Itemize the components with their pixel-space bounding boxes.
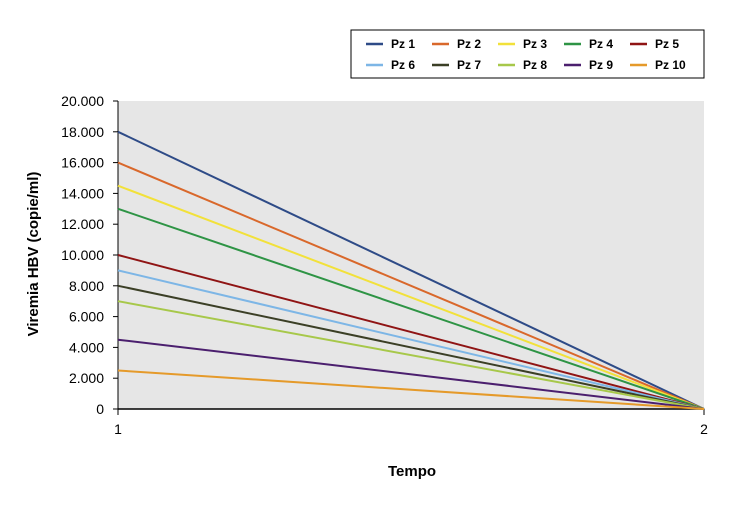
legend-label: Pz 1	[391, 37, 415, 51]
legend-label: Pz 5	[655, 37, 679, 51]
y-tick-label: 16.000	[61, 155, 104, 171]
plot-area	[118, 101, 704, 409]
y-tick-label: 20.000	[61, 93, 104, 109]
legend-box	[350, 29, 705, 79]
legend-item-pz-5: Pz 5	[630, 37, 679, 51]
series-line-pz-6	[117, 269, 705, 410]
y-tick-label: 2.000	[69, 370, 104, 386]
x-tick-label: 1	[114, 421, 122, 437]
x-tick-label: 2	[700, 421, 708, 437]
y-tick-label: 0	[96, 401, 104, 417]
y-tick-label: 12.000	[61, 216, 104, 232]
legend-item-pz-1: Pz 1	[366, 37, 415, 51]
legend-label: Pz 2	[457, 37, 481, 51]
y-tick-label: 18.000	[61, 124, 104, 140]
legend-item-pz-10: Pz 10	[630, 58, 686, 72]
series-line-pz-8	[117, 300, 705, 410]
series-line-pz-2	[117, 161, 705, 410]
legend: Pz 1 Pz 2 Pz 3 Pz 4 Pz 5 Pz 6 Pz 7 Pz 8 Pz 9 Pz 1…	[350, 29, 705, 79]
legend-label: Pz 4	[589, 37, 613, 51]
y-axis-ticks: 0 2.000 4.000 6.000 8.000 10.000 12.000 14.000 1…	[61, 93, 118, 417]
series-line-pz-9	[117, 338, 705, 410]
series-line-pz-10	[117, 369, 705, 410]
legend-items: Pz 1 Pz 2 Pz 3 Pz 4 Pz 5 Pz 6 Pz 7 Pz 8 Pz 9 Pz 1…	[366, 37, 686, 72]
legend-label: Pz 3	[523, 37, 547, 51]
legend-label: Pz 7	[457, 58, 481, 72]
legend-label: Pz 6	[391, 58, 415, 72]
y-tick-label: 8.000	[69, 278, 104, 294]
legend-item-pz-2: Pz 2	[432, 37, 481, 51]
series-line-pz-4	[117, 207, 705, 410]
legend-item-pz-9: Pz 9	[564, 58, 613, 72]
legend-item-pz-7: Pz 7	[432, 58, 481, 72]
x-axis-title: Tempo	[388, 463, 436, 480]
legend-label: Pz 9	[589, 58, 613, 72]
legend-label: Pz 10	[655, 58, 686, 72]
series-line-pz-7	[117, 284, 705, 410]
legend-label: Pz 8	[523, 58, 547, 72]
series-line-pz-5	[117, 254, 705, 410]
legend-item-pz-4: Pz 4	[564, 37, 613, 51]
series-line-pz-1	[117, 130, 705, 410]
y-tick-label: 10.000	[61, 247, 104, 263]
y-axis-title: Viremia HBV (copie/ml)	[25, 172, 42, 337]
legend-item-pz-3: Pz 3	[498, 37, 547, 51]
legend-item-pz-8: Pz 8	[498, 58, 547, 72]
legend-item-pz-6: Pz 6	[366, 58, 415, 72]
y-tick-label: 14.000	[61, 185, 104, 201]
y-tick-label: 6.000	[69, 309, 104, 325]
series-lines	[117, 130, 705, 410]
series-line-pz-3	[117, 184, 705, 410]
y-tick-label: 4.000	[69, 339, 104, 355]
